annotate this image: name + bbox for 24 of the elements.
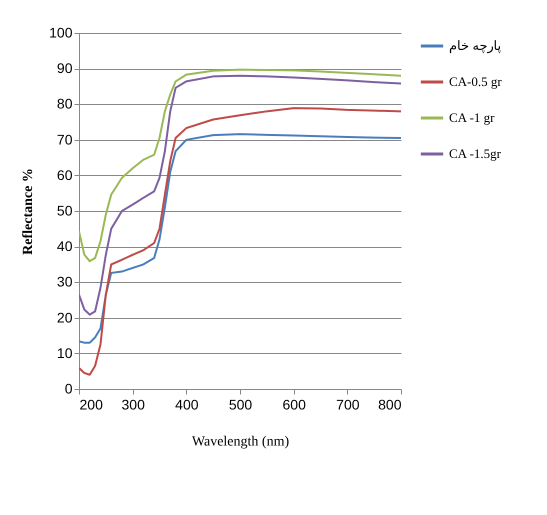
y-tick-label: 70 [56, 131, 73, 148]
y-tick-label: 30 [56, 274, 73, 290]
legend-label: پارچه خام [449, 38, 502, 54]
x-axis-title: Wavelength (nm) [192, 434, 290, 450]
x-tick-label: 800 [378, 396, 402, 412]
y-tick-label: 80 [56, 96, 73, 112]
x-tick-label: 700 [336, 396, 360, 412]
legend-label: CA-0.5 gr [449, 74, 502, 89]
y-tick-label: 40 [56, 238, 73, 254]
y-tick-label: 0 [64, 380, 73, 396]
legend-label: CA -1 gr [449, 110, 496, 125]
y-tick-label: 10 [56, 344, 73, 361]
x-tick-label: 600 [282, 396, 306, 412]
y-tick-label: 100 [49, 24, 73, 40]
x-tick-label: 400 [175, 396, 199, 412]
x-tick-label: 500 [228, 396, 252, 412]
y-axis-title: Reflectance % [21, 168, 36, 255]
legend-label: CA -1.5gr [449, 146, 502, 161]
x-tick-label: 200 [80, 396, 104, 412]
y-tick-label: 20 [56, 309, 73, 326]
y-tick-label: 60 [56, 166, 73, 183]
y-tick-label: 50 [56, 202, 73, 218]
x-tick-label: 300 [121, 396, 146, 412]
y-tick-label: 90 [56, 60, 73, 76]
